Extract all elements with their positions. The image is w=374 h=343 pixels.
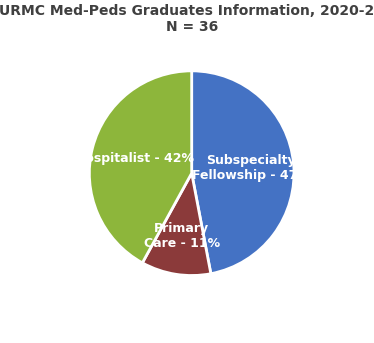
- Wedge shape: [89, 71, 192, 263]
- Wedge shape: [142, 173, 211, 275]
- Text: Subspecialty
Fellowship - 47%: Subspecialty Fellowship - 47%: [192, 154, 310, 181]
- Text: Hospitalist - 42%: Hospitalist - 42%: [75, 152, 194, 165]
- Title: URMC Med-Peds Graduates Information, 2020-24
N = 36: URMC Med-Peds Graduates Information, 202…: [0, 4, 374, 34]
- Text: Primary
Care - 11%: Primary Care - 11%: [144, 222, 220, 250]
- Wedge shape: [191, 71, 294, 274]
